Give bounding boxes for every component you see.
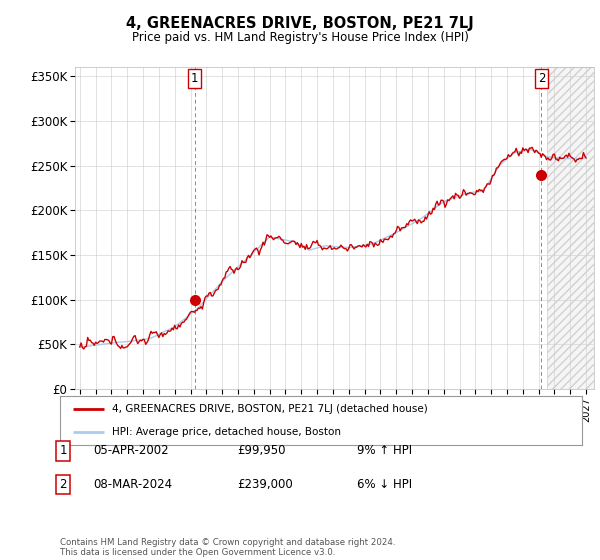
Text: Contains HM Land Registry data © Crown copyright and database right 2024.
This d: Contains HM Land Registry data © Crown c… [60,538,395,557]
Text: 2: 2 [59,478,67,491]
Text: 4, GREENACRES DRIVE, BOSTON, PE21 7LJ: 4, GREENACRES DRIVE, BOSTON, PE21 7LJ [126,16,474,31]
Text: HPI: Average price, detached house, Boston: HPI: Average price, detached house, Bost… [112,427,341,437]
Text: 05-APR-2002: 05-APR-2002 [93,444,169,458]
Bar [547,67,594,389]
Bar [547,67,594,389]
Text: 9% ↑ HPI: 9% ↑ HPI [357,444,412,458]
Text: £239,000: £239,000 [237,478,293,491]
Text: 4, GREENACRES DRIVE, BOSTON, PE21 7LJ (detached house): 4, GREENACRES DRIVE, BOSTON, PE21 7LJ (d… [112,404,428,414]
Text: 6% ↓ HPI: 6% ↓ HPI [357,478,412,491]
Text: 08-MAR-2024: 08-MAR-2024 [93,478,172,491]
Text: 2: 2 [538,72,545,85]
Text: Price paid vs. HM Land Registry's House Price Index (HPI): Price paid vs. HM Land Registry's House … [131,31,469,44]
Text: 1: 1 [59,444,67,458]
Text: £99,950: £99,950 [237,444,286,458]
Text: 1: 1 [191,72,199,85]
